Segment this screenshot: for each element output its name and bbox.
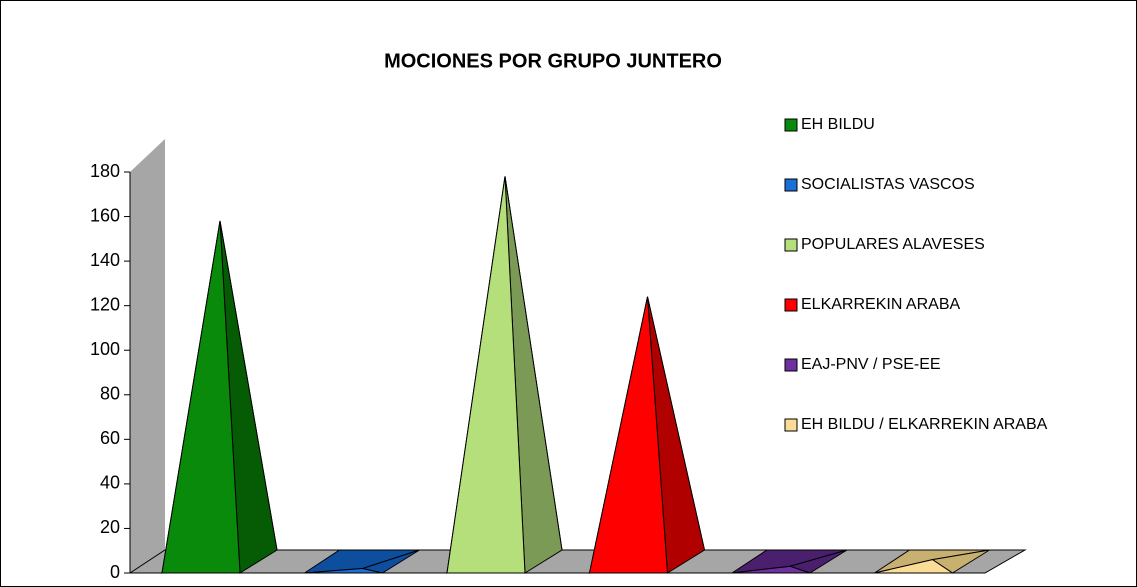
legend-label: EAJ-PNV / PSE-EE [801,356,941,373]
y-tick-label: 0 [110,562,120,582]
pyramid [446,176,563,575]
pyramid [588,296,706,575]
y-tick-label: 20 [100,517,120,537]
pyramid-front [731,565,811,574]
pyramid-front [588,296,669,574]
legend-swatch [784,298,798,312]
pyramid-front [874,559,955,574]
legend-swatch [784,178,798,192]
y-tick-label: 100 [90,339,120,359]
pyramid [731,549,848,574]
legend-swatch [784,118,798,132]
chart-title: MOCIONES POR GRUPO JUNTERO [384,50,722,72]
y-tick-label: 140 [90,250,120,270]
legend-label: EH BILDU / ELKARREKIN ARABA [801,416,1048,433]
legend-label: SOCIALISTAS VASCOS [801,176,975,193]
y-tick-label: 120 [90,294,120,314]
y-tick-label: 180 [90,161,120,181]
legend-label: EH BILDU [801,116,875,133]
y-tick-label: 60 [100,428,120,448]
pyramid [161,220,278,575]
y-tick-label: 160 [90,205,120,225]
pyramid-front [304,568,383,574]
legend-swatch [784,358,798,372]
pyramid [874,549,990,574]
legend-swatch [784,238,798,252]
y-tick-label: 80 [100,384,120,404]
pyramid-front [161,220,241,574]
legend-label: ELKARREKIN ARABA [801,296,961,313]
legend-label: POPULARES ALAVESES [801,236,985,253]
legend-swatch [784,418,798,432]
pyramid [304,549,420,574]
back-wall [130,139,165,573]
pyramid-front [446,176,526,574]
y-tick-label: 40 [100,473,120,493]
